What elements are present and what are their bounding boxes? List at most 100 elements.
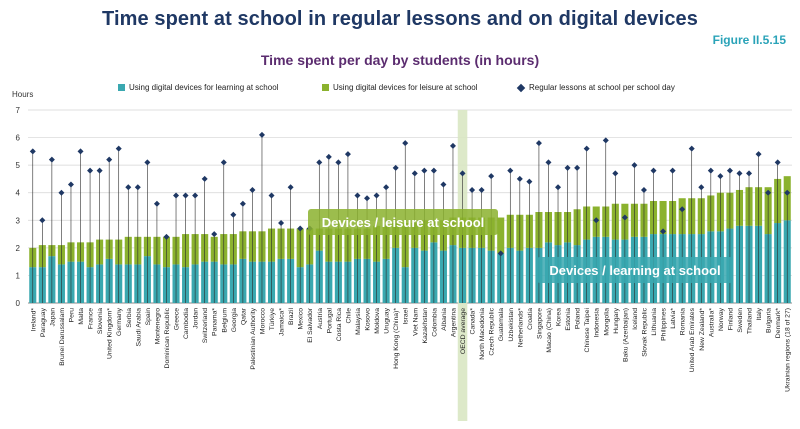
x-tick-label: France <box>88 308 95 329</box>
lesson-diamond <box>125 184 132 191</box>
y-tick-label: 1 <box>16 271 21 280</box>
y-tick-label: 5 <box>16 161 21 170</box>
lesson-diamond <box>411 170 418 177</box>
lesson-diamond <box>755 151 762 158</box>
lesson-diamond <box>335 159 342 166</box>
x-tick-label: Korea <box>556 308 563 326</box>
legend-item-learning: Using digital devices for learning at sc… <box>118 83 278 92</box>
leisure-callout-text: Devices / leisure at school <box>322 215 485 230</box>
lesson-diamond <box>383 184 390 191</box>
legend-label-lessons: Regular lessons at school per school day <box>529 83 675 92</box>
x-tick-label: Bulgaria <box>766 308 773 333</box>
lesson-diamond <box>440 181 447 188</box>
lesson-diamond <box>459 170 466 177</box>
x-tick-label: Latvia* <box>670 308 677 329</box>
lesson-diamond <box>316 159 323 166</box>
lesson-diamond <box>669 167 676 174</box>
x-tick-label: Portugal <box>326 308 333 334</box>
x-tick-label: Colombia <box>431 308 438 337</box>
lesson-diamond <box>688 145 695 152</box>
lesson-diamond <box>449 142 456 149</box>
x-tick-label: Mexico <box>298 308 305 330</box>
y-tick-label: 2 <box>16 244 21 253</box>
chart-subtitle: Time spent per day by students (in hours… <box>260 52 540 68</box>
lesson-diamond <box>726 167 733 174</box>
x-tick-label: Thailand <box>747 308 754 334</box>
x-tick-label: Israel <box>403 308 410 325</box>
lesson-diamond <box>287 184 294 191</box>
x-tick-label: Kazakhstan <box>422 308 429 344</box>
x-tick-label: Viet Nam <box>412 308 419 336</box>
lesson-diamond <box>106 156 113 163</box>
x-tick-label: United Arab Emirates <box>689 307 696 372</box>
legend-swatch-learning <box>118 84 125 91</box>
x-tick-label: Austria <box>317 308 324 329</box>
lesson-diamond <box>344 151 351 158</box>
x-tick-label: Japan <box>49 308 56 327</box>
x-tick-label: Finland <box>727 308 734 331</box>
lesson-diamond <box>746 170 753 177</box>
x-tick-label: Indonesia <box>594 308 601 338</box>
lesson-diamond <box>87 167 94 174</box>
x-tick-label: Spain <box>145 308 152 326</box>
x-tick-label: Morocco <box>259 308 266 334</box>
lesson-diamond <box>564 164 571 171</box>
y-tick-label: 3 <box>16 216 21 225</box>
x-tick-label: Ukrainian regions (18 of 27) <box>785 308 792 392</box>
lesson-diamond <box>192 192 199 199</box>
x-tick-label: Singapore <box>536 308 543 339</box>
x-tick-label: Denmark* <box>775 308 782 339</box>
learning-callout-box <box>537 257 733 283</box>
x-tick-label: OECD average <box>460 308 467 354</box>
lesson-diamond <box>765 189 772 196</box>
x-tick-label: Malta <box>78 308 85 325</box>
x-tick-label: El Salvador <box>307 307 314 342</box>
x-tick-label: Baku (Azerbaijan) <box>622 308 629 362</box>
lesson-diamond <box>707 167 714 174</box>
lesson-diamond <box>392 164 399 171</box>
learning-callout-text: Devices / learning at school <box>549 263 720 278</box>
x-tick-label: New Zealand* <box>699 308 706 351</box>
lesson-diamond <box>774 159 781 166</box>
lesson-diamond <box>736 170 743 177</box>
legend-label-leisure: Using digital devices for leisure at sch… <box>333 83 478 92</box>
x-tick-label: Qatar <box>240 307 247 325</box>
lesson-diamond <box>278 220 285 227</box>
x-tick-label: Costa Rica <box>336 308 343 341</box>
lesson-diamond <box>354 192 361 199</box>
x-tick-label: Poland <box>575 308 582 329</box>
x-tick-label: Belgium <box>221 308 228 333</box>
y-tick-label: 0 <box>16 299 21 308</box>
lesson-diamond <box>297 225 304 232</box>
lesson-diamond <box>134 184 141 191</box>
legend-swatch-leisure <box>322 84 329 91</box>
lesson-diamond <box>220 159 227 166</box>
lesson-diamond <box>58 189 65 196</box>
lesson-diamond <box>258 131 265 138</box>
x-tick-label: Croatia <box>527 308 534 330</box>
lesson-diamond <box>631 162 638 169</box>
x-tick-label: Norway <box>718 307 725 331</box>
lesson-diamond <box>621 214 628 221</box>
x-tick-label: Georgia <box>231 308 238 332</box>
lesson-diamond <box>640 186 647 193</box>
x-tick-label: Chinese Taipei <box>584 308 591 353</box>
y-axis-label: Hours <box>12 90 34 99</box>
lesson-diamond <box>545 159 552 166</box>
y-tick-label: 7 <box>16 106 21 115</box>
x-tick-label: Guatemala <box>498 308 505 341</box>
lesson-diamond <box>650 167 657 174</box>
lesson-diamond <box>516 175 523 182</box>
lesson-diamond <box>478 186 485 193</box>
lesson-diamond <box>402 140 409 147</box>
x-tick-label: Cambodia <box>183 308 190 339</box>
x-tick-label: Uruguay <box>384 307 391 333</box>
lesson-diamond <box>497 250 504 257</box>
x-tick-label: Czech Republic <box>489 307 496 355</box>
lesson-diamond <box>239 200 246 207</box>
x-tick-label: North Macedonia <box>479 308 486 360</box>
x-tick-label: Argentina <box>450 308 457 337</box>
x-tick-label: Brazil <box>288 308 295 325</box>
lesson-diamond <box>201 175 208 182</box>
